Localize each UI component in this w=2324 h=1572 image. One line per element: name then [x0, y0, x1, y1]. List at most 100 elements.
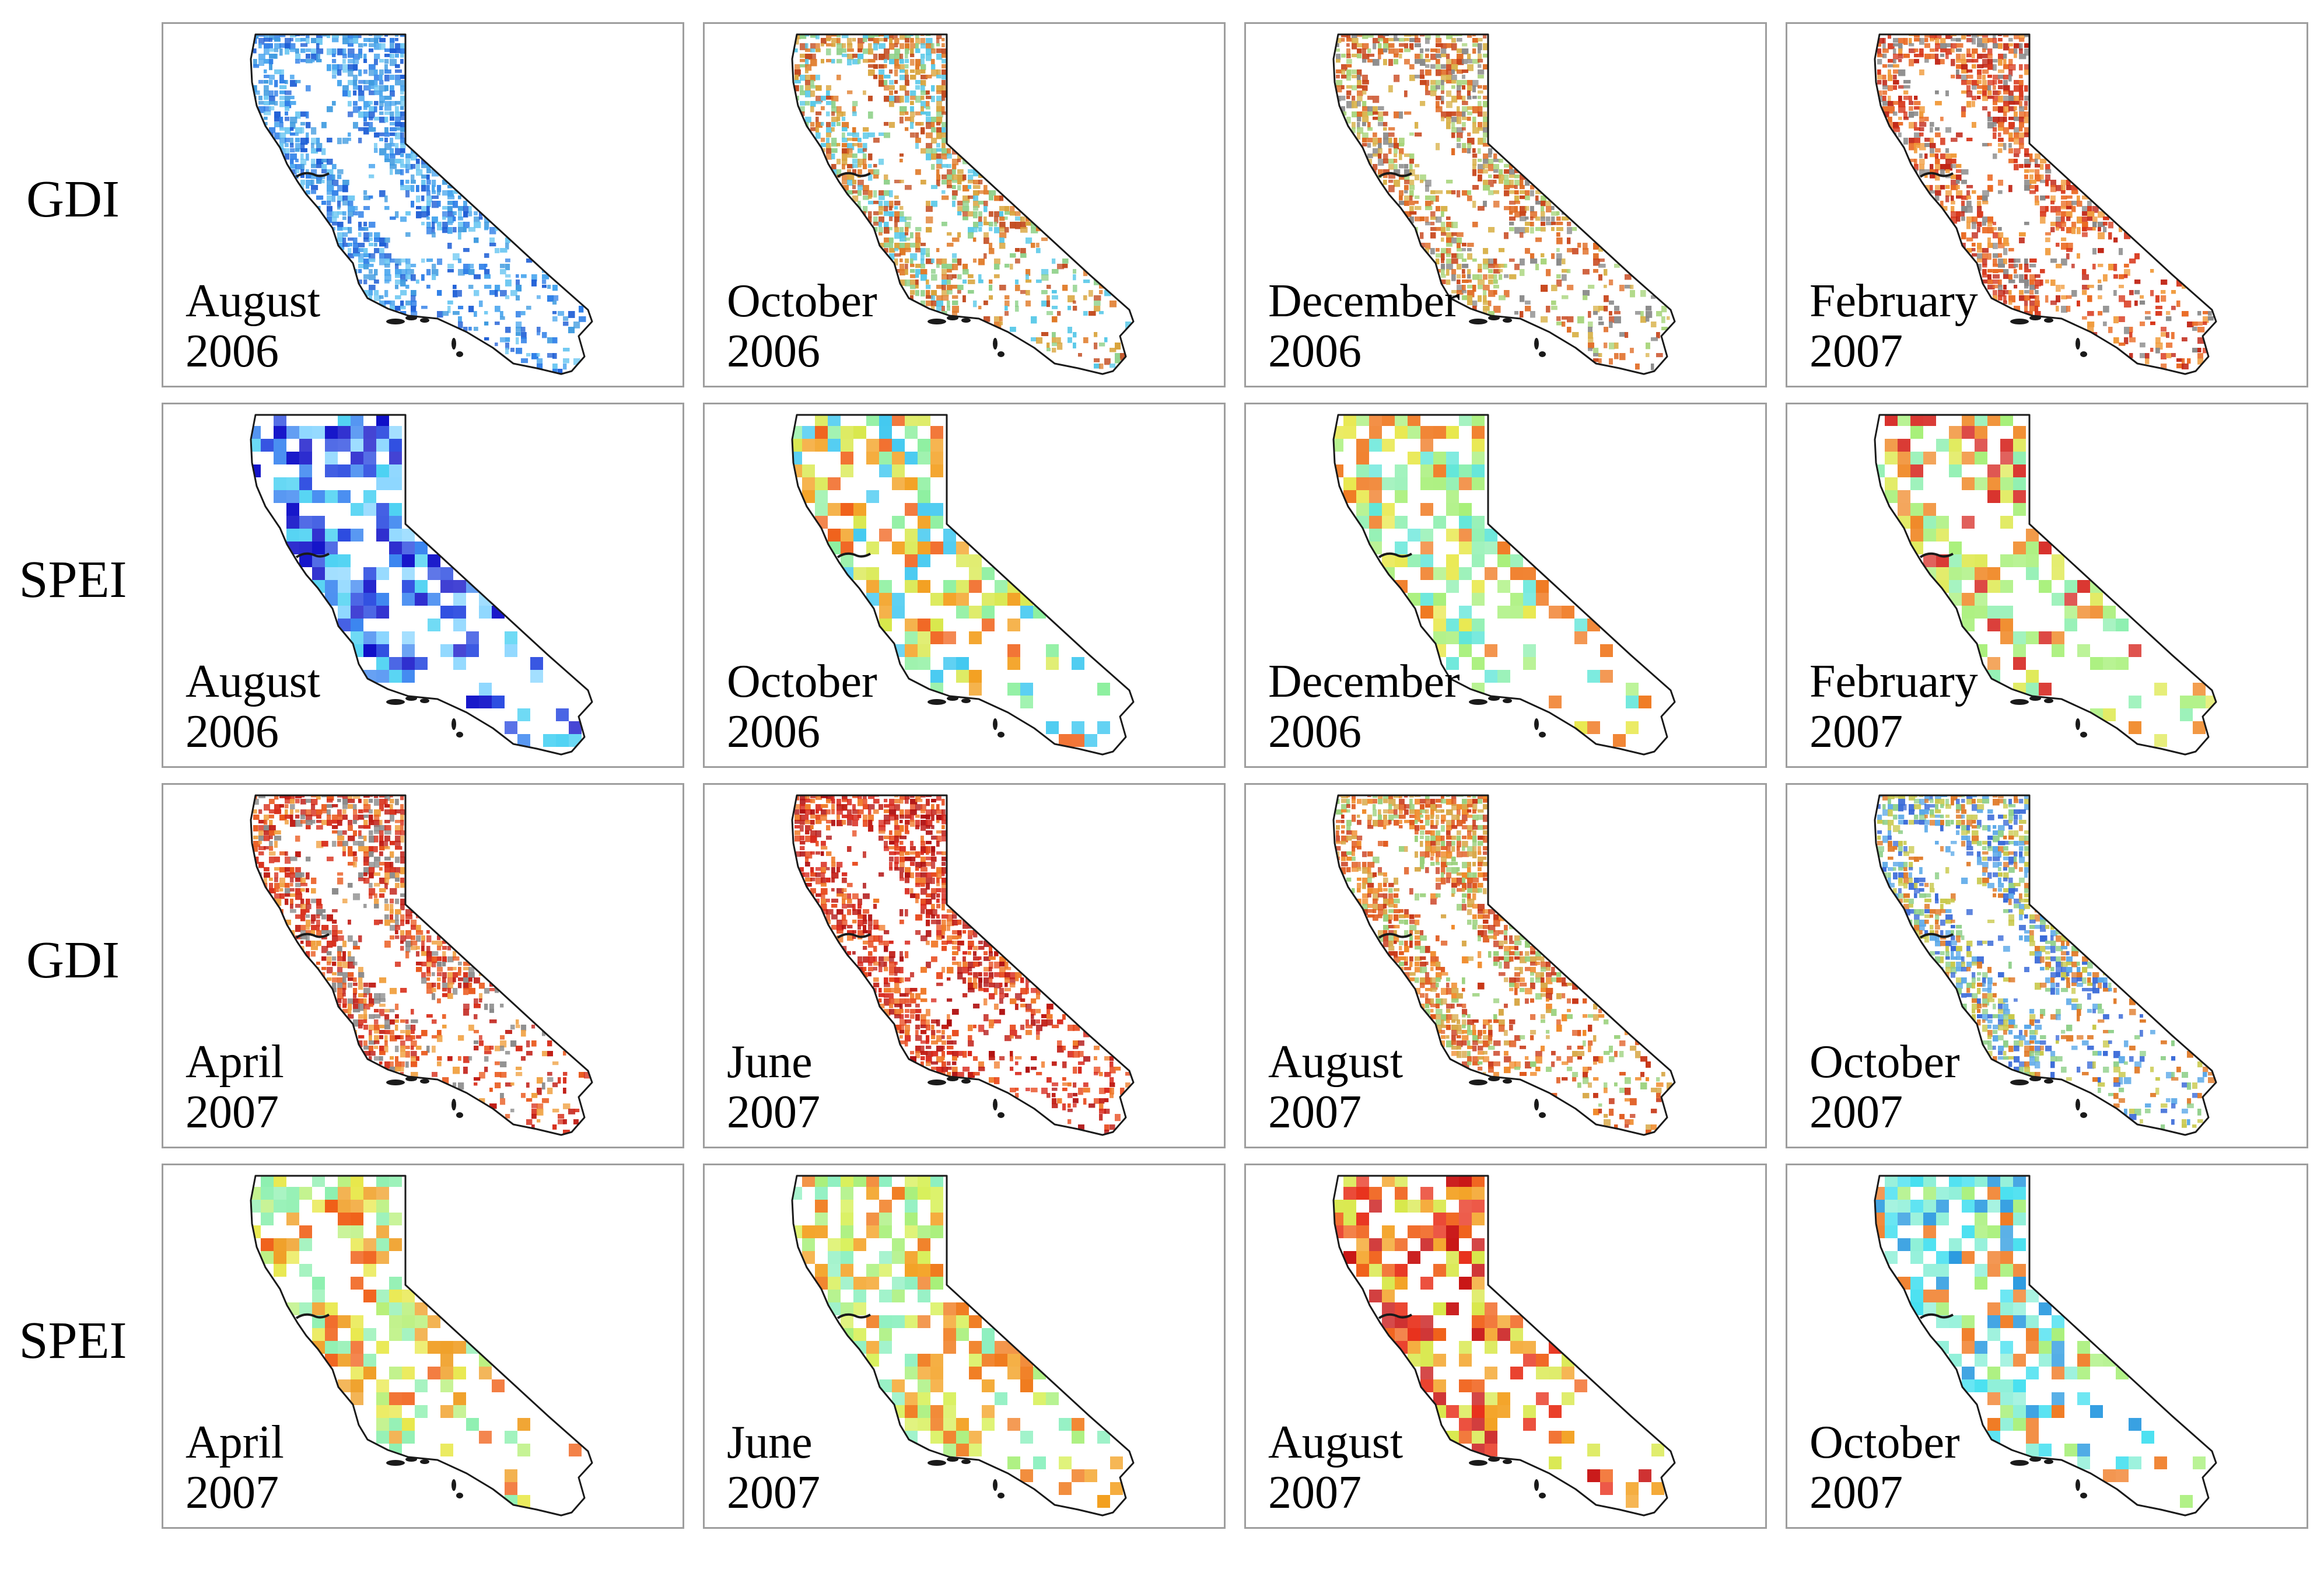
- island: [1539, 351, 1546, 357]
- island: [420, 1459, 429, 1464]
- panel-date-label: October 2007: [1810, 1037, 1960, 1137]
- island: [1488, 316, 1500, 320]
- map-panel: December 2006: [1244, 403, 1767, 768]
- island: [1469, 1460, 1488, 1466]
- island: [452, 1479, 456, 1491]
- island: [405, 316, 417, 320]
- state-outline: [250, 414, 593, 756]
- map-panel: October 2007: [1786, 783, 2308, 1148]
- row-label: GDI: [26, 931, 120, 989]
- island: [961, 1459, 971, 1464]
- island: [2029, 316, 2041, 320]
- state-outline: [250, 794, 593, 1136]
- california-map: [250, 1175, 593, 1517]
- state-outline: [791, 794, 1135, 1136]
- map-fill: [253, 34, 586, 374]
- island: [2076, 338, 2080, 350]
- island: [1469, 1080, 1488, 1085]
- map-fill: [1336, 795, 1672, 1135]
- island: [2044, 1459, 2053, 1464]
- row-label: GDI: [26, 170, 120, 228]
- island: [993, 338, 998, 350]
- island: [2076, 1479, 2080, 1491]
- island: [998, 1112, 1005, 1118]
- bay-outline: [1378, 1313, 1412, 1319]
- map-panel: October 2006: [703, 403, 1226, 768]
- map-panel: August 2006: [162, 403, 684, 768]
- panel-month: August: [186, 275, 321, 327]
- bay-outline: [295, 1313, 330, 1319]
- panel-date-label: August 2007: [1268, 1417, 1403, 1518]
- island: [947, 1077, 958, 1081]
- island: [405, 1077, 417, 1081]
- bay-outline: [836, 172, 871, 178]
- panel-date-label: April 2007: [186, 1037, 284, 1137]
- map-panel: February 2007: [1786, 22, 2308, 387]
- island: [420, 1079, 429, 1084]
- island: [993, 718, 998, 730]
- panel-month: October: [727, 275, 877, 327]
- bay-outline: [1919, 172, 1954, 178]
- map-panel: December 2006: [1244, 22, 1767, 387]
- island: [1534, 1099, 1539, 1110]
- island: [947, 316, 958, 320]
- island: [2010, 1080, 2029, 1085]
- island: [1539, 732, 1546, 738]
- island: [420, 318, 429, 323]
- island: [1503, 1079, 1512, 1084]
- island: [928, 319, 946, 324]
- panel-month: April: [186, 1417, 284, 1468]
- island: [928, 699, 946, 705]
- state-outline: [250, 1175, 593, 1517]
- panel-date-label: February 2007: [1810, 276, 1978, 376]
- panel-year: 2007: [1810, 706, 1903, 757]
- california-map: [1332, 1175, 1676, 1517]
- panel-month: December: [1268, 656, 1460, 707]
- map-panel: October 2007: [1786, 1164, 2308, 1529]
- panel-year: 2007: [186, 1467, 279, 1518]
- island: [456, 1112, 463, 1118]
- island: [2010, 1460, 2029, 1466]
- panel-month: August: [1268, 1417, 1404, 1468]
- panel-date-label: December 2006: [1268, 276, 1460, 376]
- bay-outline: [295, 932, 330, 939]
- state-outline: [1874, 33, 2217, 375]
- row-label: SPEI: [19, 1312, 127, 1370]
- bay-outline: [1378, 172, 1412, 178]
- california-map: [791, 414, 1135, 756]
- panel-year: 2007: [1268, 1087, 1362, 1138]
- island: [2029, 696, 2041, 701]
- panel-date-label: October 2006: [727, 276, 877, 376]
- panel-year: 2006: [186, 326, 279, 377]
- bay-outline: [1919, 552, 1954, 558]
- bay-outline: [1378, 932, 1412, 939]
- island: [452, 718, 456, 730]
- island: [2080, 732, 2087, 738]
- island: [456, 1493, 463, 1498]
- panel-year: 2006: [1268, 706, 1362, 757]
- state-outline: [1332, 1175, 1676, 1517]
- bay-outline: [836, 1313, 871, 1319]
- california-map: [250, 33, 593, 375]
- california-map: [791, 1175, 1135, 1517]
- island: [1488, 696, 1500, 701]
- state-outline: [1332, 794, 1676, 1136]
- california-map: [1874, 1175, 2217, 1517]
- panel-date-label: December 2006: [1268, 656, 1460, 757]
- california-map: [1874, 794, 2217, 1136]
- island: [1488, 1077, 1500, 1081]
- california-map: [1332, 414, 1676, 756]
- map-fill: [792, 415, 1110, 747]
- island: [2044, 1079, 2053, 1084]
- island: [1534, 718, 1539, 730]
- map-panel: April 2007: [162, 783, 684, 1148]
- island: [961, 1079, 971, 1084]
- california-map: [791, 33, 1135, 375]
- bay-outline: [295, 552, 330, 558]
- row-label: SPEI: [19, 551, 127, 609]
- panel-month: October: [1810, 1417, 1960, 1468]
- panel-date-label: April 2007: [186, 1417, 284, 1518]
- map-fill: [251, 415, 582, 747]
- island: [2044, 318, 2053, 323]
- panel-date-label: February 2007: [1810, 656, 1978, 757]
